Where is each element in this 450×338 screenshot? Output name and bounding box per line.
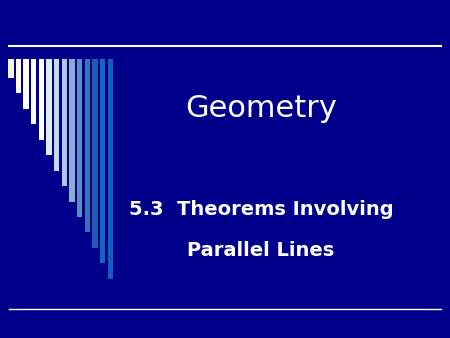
Bar [16, 59, 21, 93]
Bar [62, 59, 67, 186]
Bar [100, 59, 105, 263]
Bar [69, 59, 75, 201]
Bar [23, 59, 29, 109]
Bar [108, 59, 113, 279]
Text: Geometry: Geometry [185, 94, 337, 123]
Text: Parallel Lines: Parallel Lines [187, 241, 335, 260]
Bar [92, 59, 98, 248]
Bar [54, 59, 59, 171]
Bar [85, 59, 90, 233]
Bar [31, 59, 36, 124]
Bar [77, 59, 82, 217]
Bar [46, 59, 52, 155]
Bar [39, 59, 44, 140]
Text: 5.3  Theorems Involving: 5.3 Theorems Involving [129, 200, 393, 219]
Bar [8, 59, 14, 78]
